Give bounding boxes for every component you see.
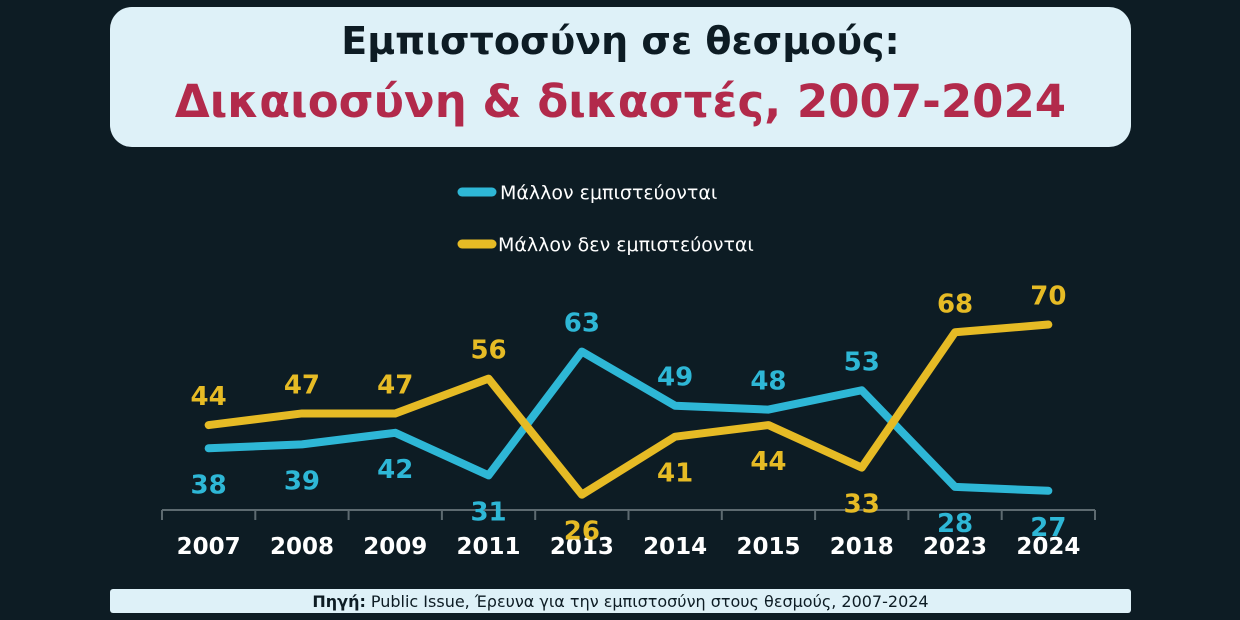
data-label-distrust-2024: 70 [1030,282,1066,312]
data-label-distrust-2007: 44 [191,382,227,412]
data-label-distrust-2011: 56 [470,336,506,366]
data-label-distrust-2018: 33 [844,490,880,520]
source-text: Public Issue, Έρευνα για την εμπιστοσύνη… [370,591,929,611]
data-label-trust-2008: 39 [284,466,320,496]
source-label: Πηγή: [312,591,366,611]
data-label-trust-2011: 31 [470,497,506,527]
x-tick-label-2024: 2024 [1016,534,1080,560]
x-tick-label-2014: 2014 [643,534,707,560]
x-tick-label-2023: 2023 [923,534,987,560]
legend-item-distrust: Μάλλον δεν εμπιστεύονται [457,234,754,256]
source-note: Πηγή: Public Issue, Έρευνα για την εμπισ… [110,589,1131,613]
data-label-trust-2013: 63 [564,309,600,339]
data-label-trust-2009: 42 [377,455,413,485]
data-label-trust-2024: 27 [1030,513,1066,543]
x-tick-label-2008: 2008 [270,534,334,560]
x-tick-label-2009: 2009 [363,534,427,560]
data-label-distrust-2015: 44 [750,447,786,477]
title-box: Εμπιστοσύνη σε θεσμούς: Δικαιοσύνη & δικ… [110,7,1131,147]
series-layer [204,320,1053,499]
data-label-distrust-2013: 26 [564,517,600,547]
legend-item-trust: Μάλλον εμπιστεύονται [457,182,717,204]
x-tick-label-2011: 2011 [457,534,521,560]
series-line-distrust [204,320,1053,499]
legend: Μάλλον εμπιστεύονται Μάλλον δεν εμπιστεύ… [457,182,754,256]
series-line-trust [204,347,1053,495]
data-labels: 38 44 39 47 42 47 31 56 63 26 49 41 48 44 53 33 28 68 27 70 [191,282,1067,547]
x-tick-label-2007: 2007 [177,534,241,560]
data-label-distrust-2008: 47 [284,370,320,400]
data-label-trust-2015: 48 [750,367,786,397]
x-axis: 2007 2008 2009 2011 2013 2014 2015 2018 2023 2024 [161,509,1096,560]
legend-label-distrust: Μάλλον δεν εμπιστεύονται [498,234,754,256]
x-tick-label-2018: 2018 [830,534,894,560]
data-label-distrust-2014: 41 [657,459,693,489]
x-tick-label-2015: 2015 [736,534,800,560]
x-tick-label-2013: 2013 [550,534,614,560]
chart-title: Εμπιστοσύνη σε θεσμούς: [341,19,900,63]
legend-label-trust: Μάλλον εμπιστεύονται [500,182,717,204]
data-label-distrust-2009: 47 [377,370,413,400]
data-label-trust-2018: 53 [844,347,880,377]
data-label-trust-2007: 38 [191,470,227,500]
data-label-trust-2014: 49 [657,363,693,393]
chart-subtitle: Δικαιοσύνη & δικαστές, 2007-2024 [174,75,1067,128]
data-label-trust-2023: 28 [937,509,973,539]
data-label-distrust-2023: 68 [937,289,973,319]
